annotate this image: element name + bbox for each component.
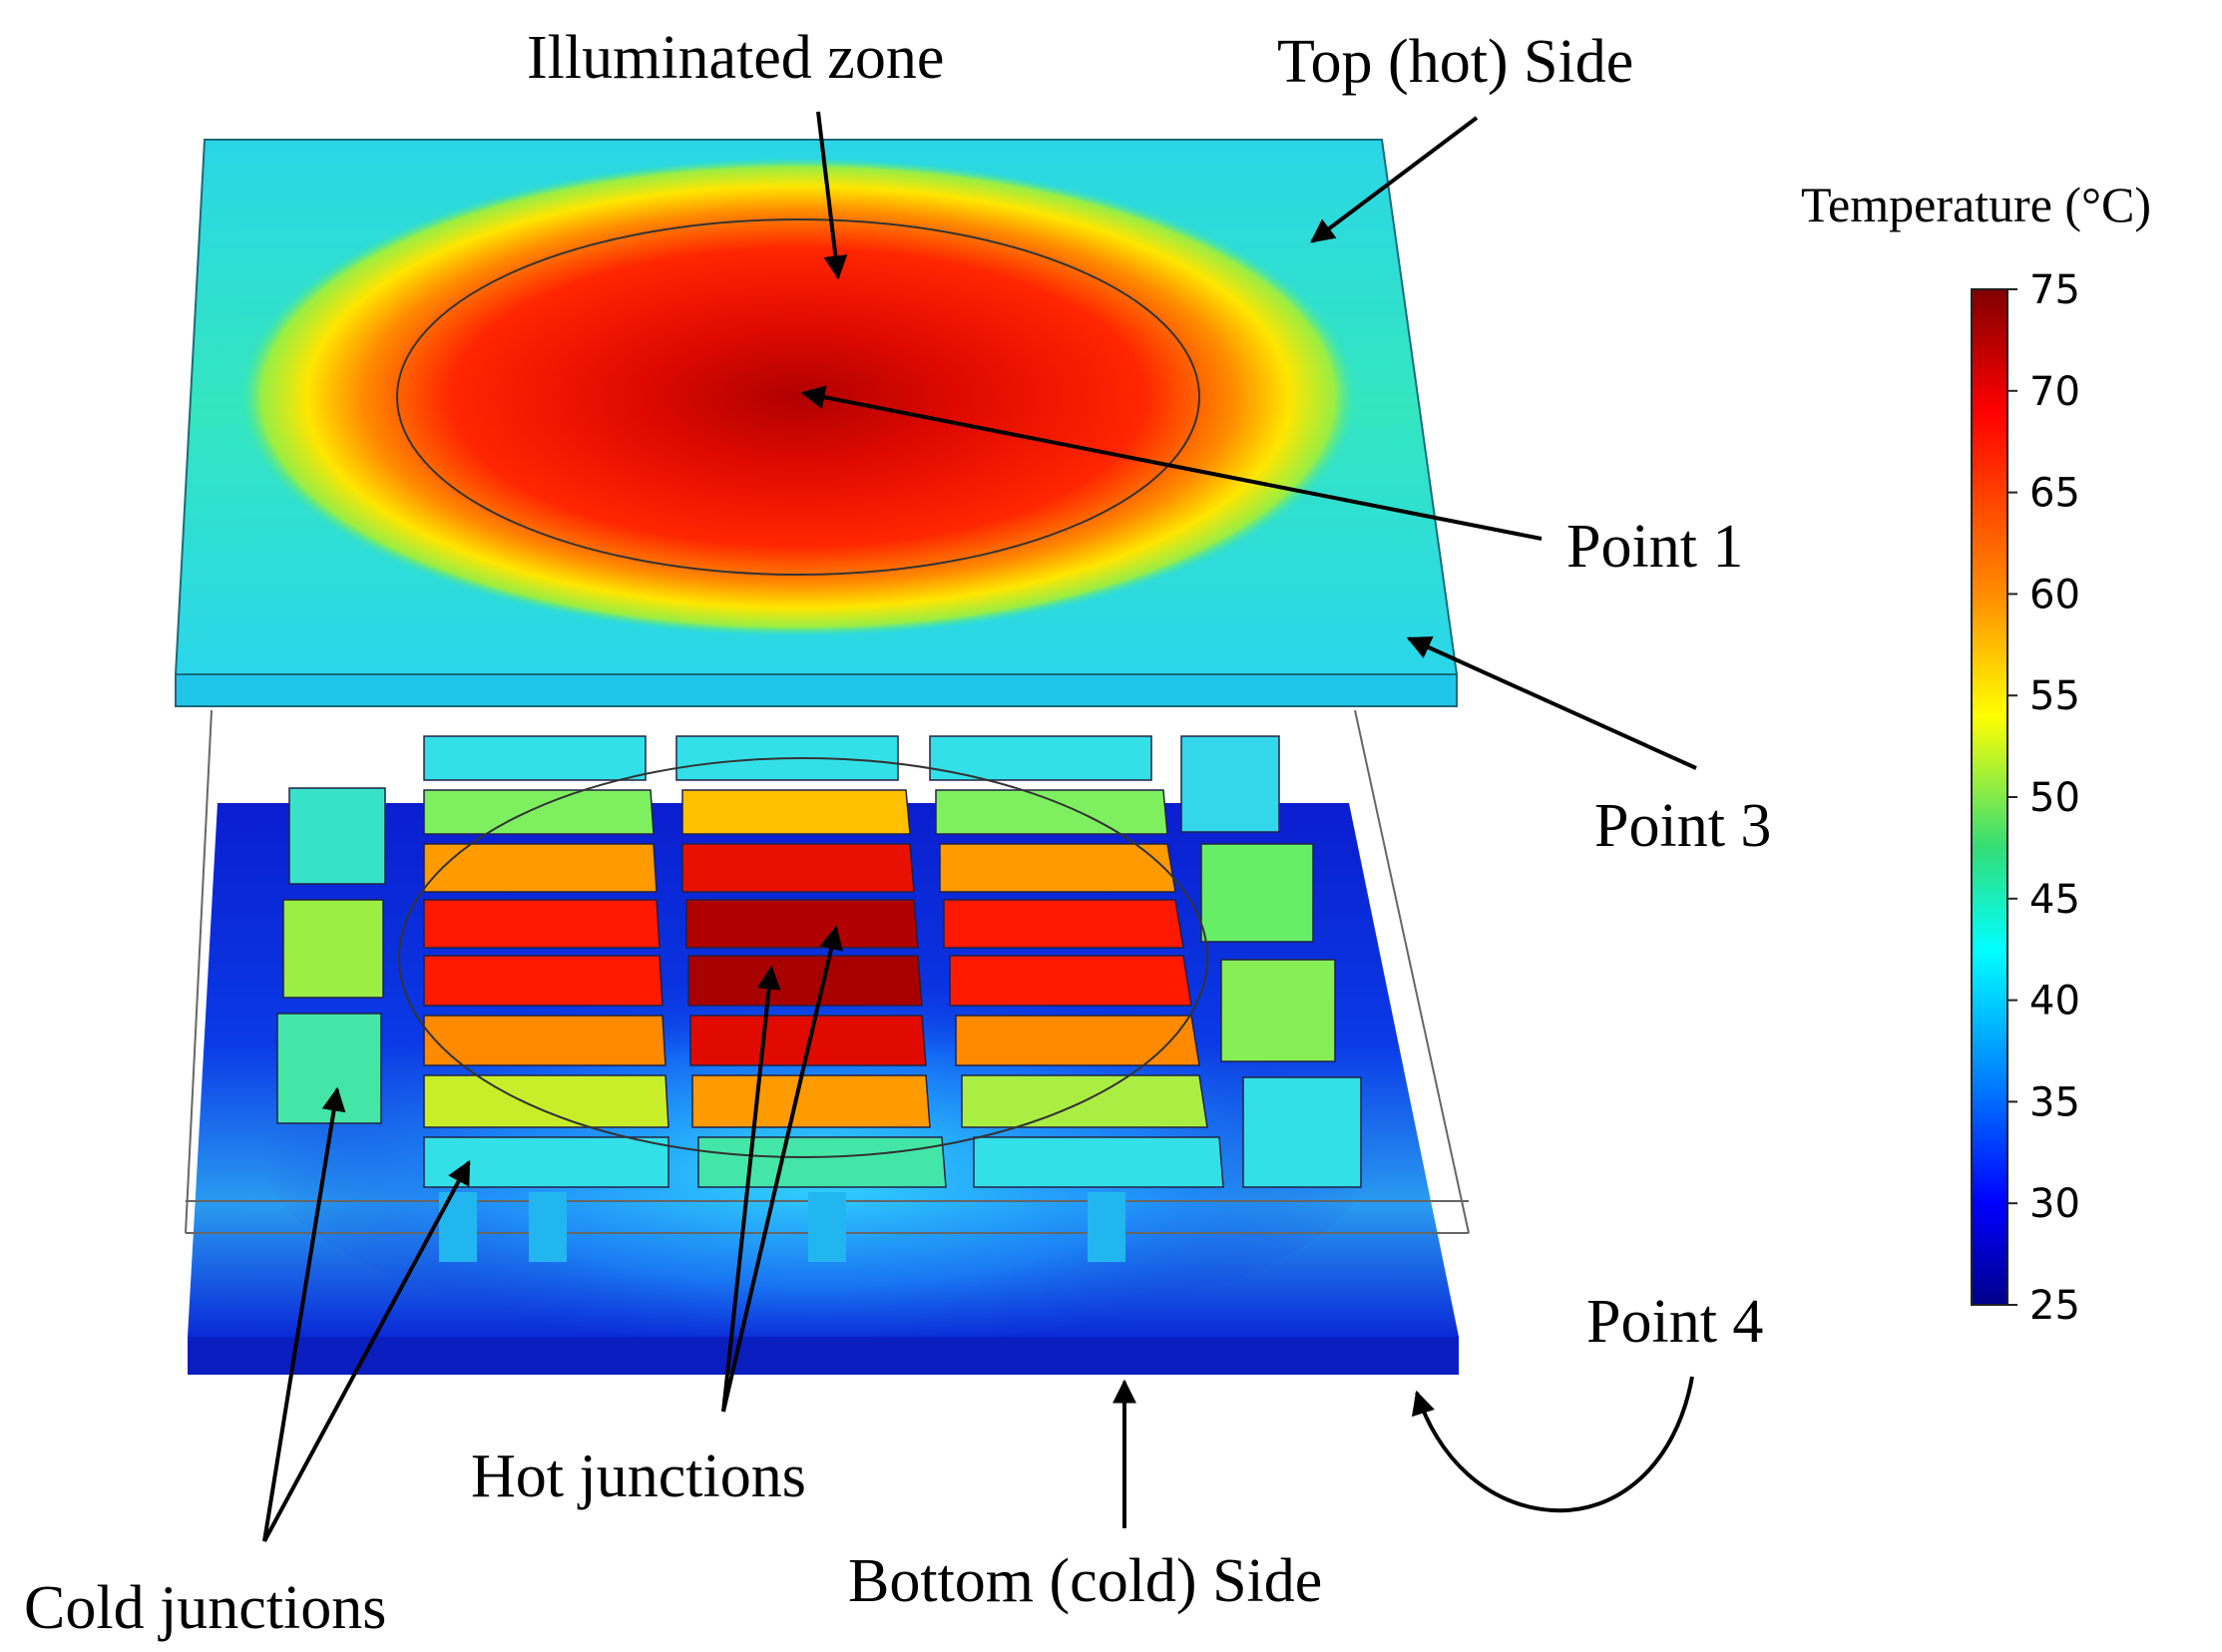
label-bottom-side: Bottom (cold) Side [848, 1547, 1322, 1615]
label-point4: Point 4 [1586, 1288, 1763, 1356]
label-hot-junctions: Hot junctions [471, 1443, 806, 1510]
thermoelectric-legs [276, 735, 1362, 1262]
label-point1: Point 1 [1566, 513, 1743, 581]
colorbar-tick-label: 30 [2029, 1181, 2080, 1227]
colorbar-tick-label: 35 [2029, 1079, 2080, 1125]
colorbar-title: Temperature (°C) [1801, 177, 2151, 232]
colorbar-tick-label: 40 [2029, 979, 2080, 1025]
colorbar-tick-label: 45 [2029, 877, 2080, 923]
colorbar-tick-label: 50 [2029, 775, 2080, 821]
colorbar: Temperature (°C) 75 70 65 60 55 50 45 40 35 30 25 [1801, 177, 2151, 1329]
label-point3: Point 3 [1594, 792, 1771, 860]
colorbar-tick-label: 55 [2029, 673, 2080, 719]
colorbar-tick-label: 75 [2029, 267, 2080, 313]
colorbar-tick-label: 60 [2029, 572, 2080, 618]
annotation-arrows [262, 111, 1697, 1542]
colorbar-tick-label: 25 [2029, 1283, 2080, 1329]
label-top-side: Top (hot) Side [1277, 28, 1633, 96]
colorbar-tick-label: 70 [2029, 369, 2080, 415]
colorbar-gradient [1971, 288, 2008, 1306]
colorbar-tick-label: 65 [2029, 471, 2080, 517]
label-illuminated-zone: Illuminated zone [527, 24, 944, 92]
top-plate [174, 139, 1459, 707]
label-cold-junctions: Cold junctions [24, 1574, 386, 1642]
illuminated-zone-projection [398, 757, 1208, 1158]
illuminated-zone-outline [396, 218, 1200, 576]
